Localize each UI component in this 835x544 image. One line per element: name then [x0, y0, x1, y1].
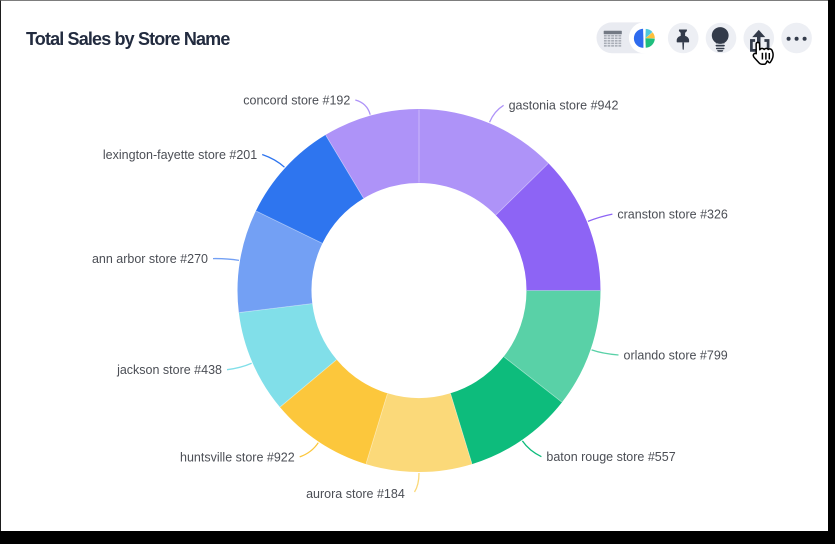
- svg-text:concord store #192: concord store #192: [243, 93, 350, 107]
- svg-text:huntsville store #922: huntsville store #922: [180, 450, 295, 464]
- svg-text:orlando store #799: orlando store #799: [624, 348, 728, 362]
- svg-text:Total Sales by Store Name: Total Sales by Store Name: [26, 29, 230, 49]
- svg-text:lexington-fayette store #201: lexington-fayette store #201: [103, 148, 257, 162]
- svg-text:jackson store #438: jackson store #438: [116, 363, 222, 377]
- svg-text:gastonia store #942: gastonia store #942: [509, 99, 619, 113]
- svg-text:baton rouge store #557: baton rouge store #557: [546, 450, 675, 464]
- svg-text:ann arbor store #270: ann arbor store #270: [92, 252, 208, 266]
- svg-text:cranston store #326: cranston store #326: [617, 208, 728, 222]
- svg-text:aurora store #184: aurora store #184: [306, 487, 405, 501]
